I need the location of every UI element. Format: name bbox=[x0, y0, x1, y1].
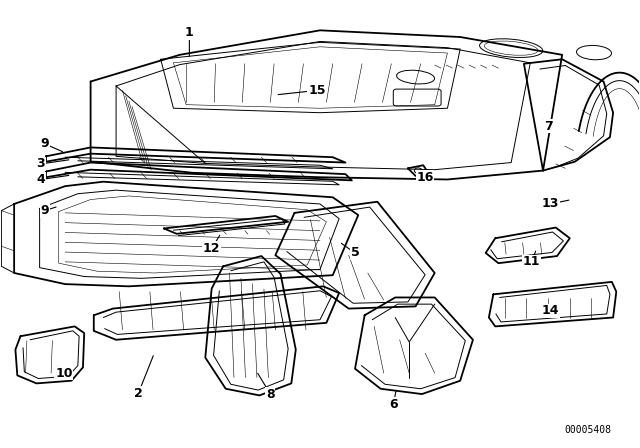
Text: 12: 12 bbox=[203, 242, 220, 255]
Text: 3: 3 bbox=[36, 157, 45, 170]
Text: 2: 2 bbox=[134, 387, 143, 400]
Text: 10: 10 bbox=[55, 366, 72, 379]
Text: 6: 6 bbox=[389, 398, 397, 411]
Text: 16: 16 bbox=[417, 171, 434, 184]
Text: 7: 7 bbox=[544, 120, 552, 133]
Text: 5: 5 bbox=[351, 246, 360, 259]
Text: 4: 4 bbox=[36, 173, 45, 186]
Text: 9: 9 bbox=[40, 204, 49, 217]
Text: 00005408: 00005408 bbox=[565, 425, 612, 435]
Text: 11: 11 bbox=[523, 255, 540, 268]
Text: 1: 1 bbox=[185, 26, 194, 39]
Text: 8: 8 bbox=[266, 388, 275, 401]
Text: 15: 15 bbox=[308, 84, 326, 97]
Text: 14: 14 bbox=[542, 304, 559, 317]
Text: 13: 13 bbox=[542, 198, 559, 211]
Text: 9: 9 bbox=[40, 138, 49, 151]
